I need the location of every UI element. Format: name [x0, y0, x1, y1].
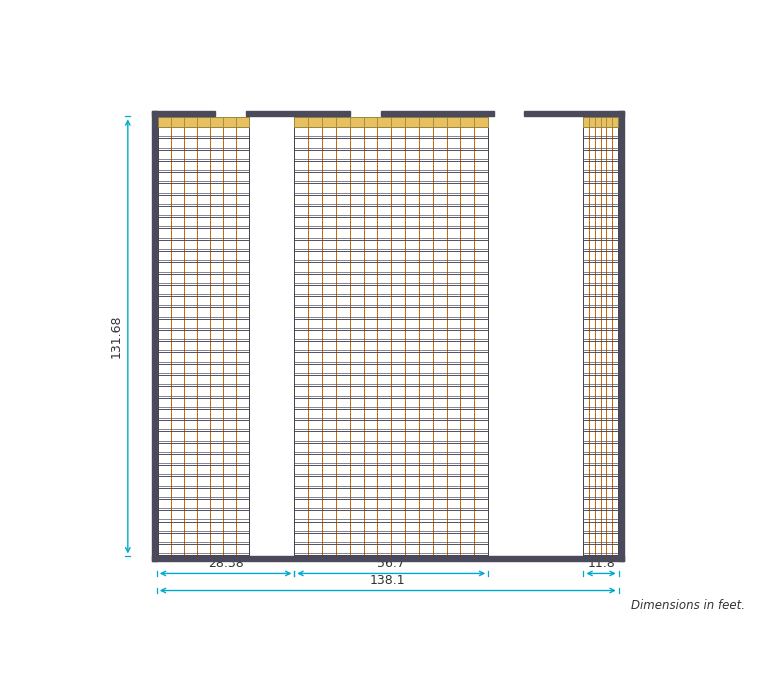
- Bar: [584, 118, 618, 127]
- Text: 131.68: 131.68: [109, 315, 122, 358]
- Text: Dimensions in feet.: Dimensions in feet.: [631, 599, 745, 612]
- Bar: [294, 127, 488, 555]
- Bar: [294, 118, 488, 127]
- Text: 138.1: 138.1: [370, 574, 406, 587]
- Bar: [246, 111, 350, 116]
- Bar: [584, 127, 618, 555]
- Text: 56.7: 56.7: [377, 557, 405, 570]
- Bar: [152, 111, 215, 116]
- Bar: [152, 111, 157, 561]
- Bar: [619, 111, 624, 561]
- Bar: [158, 127, 249, 555]
- Bar: [381, 111, 494, 116]
- Text: 28.38: 28.38: [208, 557, 243, 570]
- Bar: [158, 118, 249, 127]
- Bar: [524, 111, 624, 116]
- Text: 11.8: 11.8: [588, 557, 615, 570]
- Bar: [152, 556, 624, 561]
